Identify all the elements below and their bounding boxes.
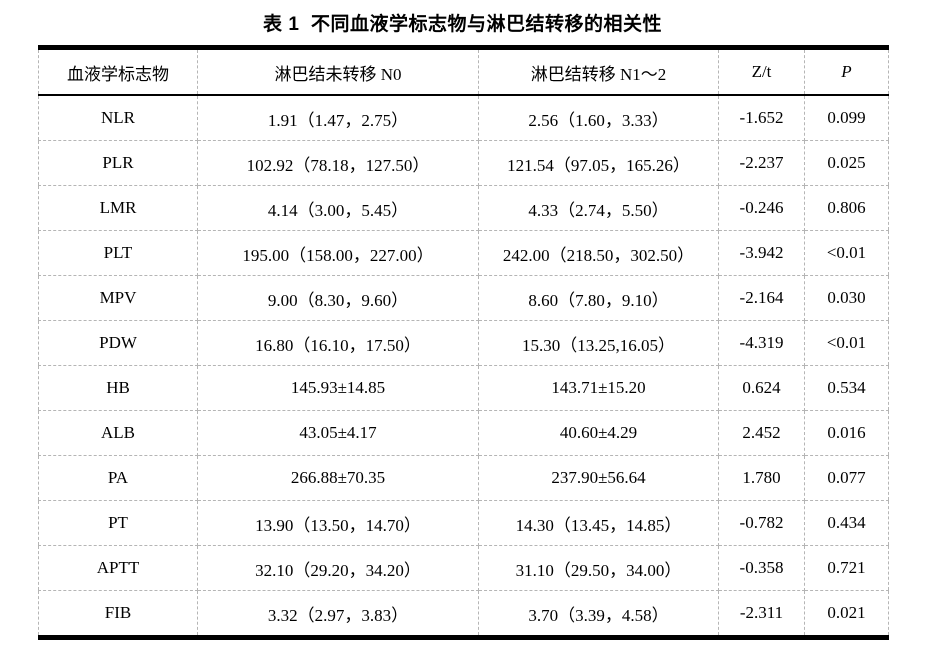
n12-cell: 4.33（2.74，5.50） <box>478 185 719 231</box>
p-cell: 0.025 <box>804 140 889 186</box>
p-cell: 0.534 <box>804 365 889 411</box>
table-row-lmr: LMR 4.14（3.00，5.45） 4.33（2.74，5.50） -0.2… <box>38 185 889 231</box>
zt-cell: -3.942 <box>718 230 805 276</box>
p-cell: 0.099 <box>804 95 889 141</box>
n0-cell: 195.00（158.00，227.00） <box>197 230 479 276</box>
zt-cell: -1.652 <box>718 95 805 141</box>
p-cell: 0.721 <box>804 545 889 591</box>
n12-cell: 8.60（7.80，9.10） <box>478 275 719 321</box>
table-row-pt: PT 13.90（13.50，14.70） 14.30（13.45，14.85）… <box>38 500 889 546</box>
n0-cell: 13.90（13.50，14.70） <box>197 500 479 546</box>
table-row-mpv: MPV 9.00（8.30，9.60） 8.60（7.80，9.10） -2.1… <box>38 275 889 321</box>
table-row-hb: HB 145.93±14.85 143.71±15.20 0.624 0.534 <box>38 365 889 411</box>
n0-cell: 266.88±70.35 <box>197 455 479 501</box>
n12-cell: 242.00（218.50，302.50） <box>478 230 719 276</box>
marker-cell: PLT <box>38 230 198 276</box>
n12-cell: 14.30（13.45，14.85） <box>478 500 719 546</box>
marker-cell: ALB <box>38 410 198 456</box>
zt-cell: -2.164 <box>718 275 805 321</box>
zt-cell: -2.237 <box>718 140 805 186</box>
p-cell: <0.01 <box>804 320 889 366</box>
n0-cell: 43.05±4.17 <box>197 410 479 456</box>
marker-cell: NLR <box>38 95 198 141</box>
marker-cell: PDW <box>38 320 198 366</box>
marker-cell: HB <box>38 365 198 411</box>
n0-cell: 4.14（3.00，5.45） <box>197 185 479 231</box>
p-cell: 0.434 <box>804 500 889 546</box>
zt-cell: 0.624 <box>718 365 805 411</box>
header-row: 血液学标志物 淋巴结未转移 N0 淋巴结转移 N1～2 Z/t P <box>38 47 889 96</box>
column-header-p: P <box>804 47 889 96</box>
table-row-pa: PA 266.88±70.35 237.90±56.64 1.780 0.077 <box>38 455 889 501</box>
zt-cell: 2.452 <box>718 410 805 456</box>
n0-cell: 32.10（29.20，34.20） <box>197 545 479 591</box>
n12-cell: 40.60±4.29 <box>478 410 719 456</box>
p-cell: <0.01 <box>804 230 889 276</box>
table-row-plt: PLT 195.00（158.00，227.00） 242.00（218.50，… <box>38 230 889 276</box>
zt-cell: -0.782 <box>718 500 805 546</box>
marker-cell: PA <box>38 455 198 501</box>
zt-cell: -0.358 <box>718 545 805 591</box>
marker-cell: MPV <box>38 275 198 321</box>
table-row-fib: FIB 3.32（2.97，3.83） 3.70（3.39，4.58） -2.3… <box>38 590 889 638</box>
n12-cell: 121.54（97.05，165.26） <box>478 140 719 186</box>
table-caption: 表 1 不同血液学标志物与淋巴结转移的相关性 <box>263 14 662 35</box>
zt-cell: -0.246 <box>718 185 805 231</box>
hematology-correlation-table: 血液学标志物 淋巴结未转移 N0 淋巴结转移 N1～2 Z/t P NLR 1.… <box>38 45 889 640</box>
zt-cell: -4.319 <box>718 320 805 366</box>
n12-cell: 31.10（29.50，34.00） <box>478 545 719 591</box>
n12-cell: 15.30（13.25,16.05） <box>478 320 719 366</box>
p-cell: 0.806 <box>804 185 889 231</box>
table-row-plr: PLR 102.92（78.18，127.50） 121.54（97.05，16… <box>38 140 889 186</box>
n12-cell: 3.70（3.39，4.58） <box>478 590 719 638</box>
marker-cell: PT <box>38 500 198 546</box>
marker-cell: FIB <box>38 590 198 638</box>
p-cell: 0.030 <box>804 275 889 321</box>
n12-cell: 237.90±56.64 <box>478 455 719 501</box>
table-row-nlr: NLR 1.91（1.47，2.75） 2.56（1.60，3.33） -1.6… <box>38 95 889 141</box>
table-row-aptt: APTT 32.10（29.20，34.20） 31.10（29.50，34.0… <box>38 545 889 591</box>
column-header-marker: 血液学标志物 <box>38 47 198 96</box>
n0-cell: 1.91（1.47，2.75） <box>197 95 479 141</box>
marker-cell: PLR <box>38 140 198 186</box>
p-cell: 0.077 <box>804 455 889 501</box>
n12-cell: 2.56（1.60，3.33） <box>478 95 719 141</box>
n12-cell: 143.71±15.20 <box>478 365 719 411</box>
n0-cell: 16.80（16.10，17.50） <box>197 320 479 366</box>
zt-cell: 1.780 <box>718 455 805 501</box>
zt-cell: -2.311 <box>718 590 805 638</box>
column-header-n0: 淋巴结未转移 N0 <box>197 47 479 96</box>
table-row-alb: ALB 43.05±4.17 40.60±4.29 2.452 0.016 <box>38 410 889 456</box>
n0-cell: 9.00（8.30，9.60） <box>197 275 479 321</box>
table-row-pdw: PDW 16.80（16.10，17.50） 15.30（13.25,16.05… <box>38 320 889 366</box>
p-cell: 0.021 <box>827 603 866 622</box>
n0-cell: 3.32（2.97，3.83） <box>197 590 479 638</box>
marker-cell: APTT <box>38 545 198 591</box>
n0-cell: 102.92（78.18，127.50） <box>197 140 479 186</box>
p-cell: 0.016 <box>804 410 889 456</box>
n0-cell: 145.93±14.85 <box>197 365 479 411</box>
column-header-n1-2: 淋巴结转移 N1～2 <box>478 47 719 96</box>
column-header-zt: Z/t <box>718 47 805 96</box>
marker-cell: LMR <box>38 185 198 231</box>
